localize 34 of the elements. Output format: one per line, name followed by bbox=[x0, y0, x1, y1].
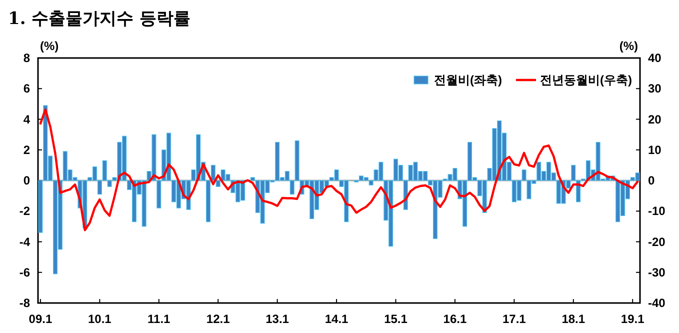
x-tick-label: 16.1 bbox=[443, 312, 467, 326]
y-tick-label: -6 bbox=[19, 265, 30, 280]
y-tick-label: 0 bbox=[23, 174, 30, 188]
x-tick-label: 14.1 bbox=[324, 312, 349, 326]
y-tick-label: -8 bbox=[19, 296, 30, 310]
y2-axis-title: (%) bbox=[619, 39, 638, 53]
legend-label: 전년동월비(우축) bbox=[540, 73, 632, 87]
y-tick-label: -4 bbox=[19, 234, 30, 249]
x-tick-label: 11.1 bbox=[148, 312, 171, 326]
y-tick-label: 8 bbox=[23, 51, 30, 65]
legend-label: 전월비(좌축) bbox=[434, 73, 502, 87]
y-tick-label: 6 bbox=[23, 82, 30, 96]
y2-tick-label: -30 bbox=[648, 265, 666, 280]
x-tick-label: 09.1 bbox=[28, 312, 52, 326]
y2-tick-label: -10 bbox=[648, 204, 666, 218]
x-tick-label: 13.1 bbox=[266, 312, 290, 326]
y2-tick-label: 10 bbox=[648, 142, 662, 157]
y2-tick-label: 0 bbox=[648, 174, 655, 188]
y2-tick-label: -40 bbox=[648, 296, 666, 310]
x-tick-label: 18.1 bbox=[562, 312, 586, 326]
y2-tick-label: 40 bbox=[648, 51, 662, 65]
y2-tick-label: 30 bbox=[648, 82, 662, 96]
x-tick-label: 12.1 bbox=[206, 312, 230, 326]
y-axis-title: (%) bbox=[40, 39, 59, 53]
chart-title: 1. 수출물가지수 등락률 bbox=[8, 9, 191, 29]
x-tick-label: 19.1 bbox=[620, 312, 645, 326]
x-tick-label: 17.1 bbox=[502, 312, 526, 326]
x-tick-label: 15.1 bbox=[384, 312, 408, 326]
y-tick-label: 2 bbox=[23, 142, 30, 157]
y-tick-label: 4 bbox=[23, 112, 30, 126]
x-tick-label: 10.1 bbox=[88, 312, 112, 326]
y2-tick-label: 20 bbox=[648, 112, 662, 126]
y2-tick-label: -20 bbox=[648, 234, 666, 249]
y-tick-label: -2 bbox=[19, 204, 30, 218]
